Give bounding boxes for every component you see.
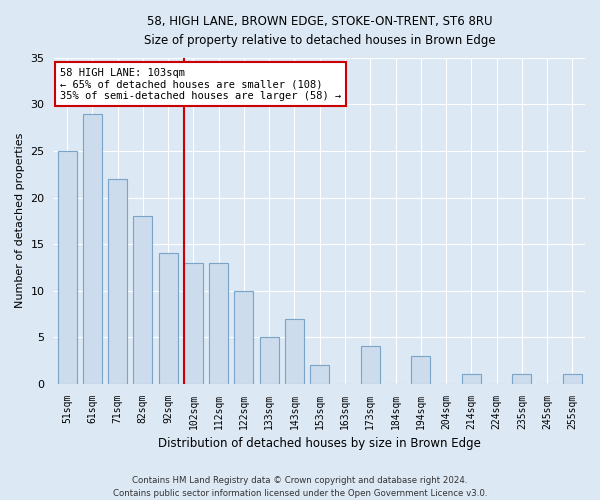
Y-axis label: Number of detached properties: Number of detached properties	[15, 133, 25, 308]
Bar	[512, 374, 532, 384]
Bar	[563, 374, 582, 384]
X-axis label: Distribution of detached houses by size in Brown Edge: Distribution of detached houses by size …	[158, 437, 481, 450]
Bar	[285, 318, 304, 384]
Bar	[462, 374, 481, 384]
Bar	[260, 337, 278, 384]
Bar	[58, 151, 77, 384]
Bar	[83, 114, 102, 384]
Text: 58 HIGH LANE: 103sqm
← 65% of detached houses are smaller (108)
35% of semi-deta: 58 HIGH LANE: 103sqm ← 65% of detached h…	[60, 68, 341, 101]
Bar	[108, 179, 127, 384]
Bar	[235, 290, 253, 384]
Bar	[361, 346, 380, 384]
Title: 58, HIGH LANE, BROWN EDGE, STOKE-ON-TRENT, ST6 8RU
Size of property relative to : 58, HIGH LANE, BROWN EDGE, STOKE-ON-TREN…	[144, 15, 496, 47]
Text: Contains HM Land Registry data © Crown copyright and database right 2024.
Contai: Contains HM Land Registry data © Crown c…	[113, 476, 487, 498]
Bar	[411, 356, 430, 384]
Bar	[310, 365, 329, 384]
Bar	[184, 262, 203, 384]
Bar	[209, 262, 228, 384]
Bar	[133, 216, 152, 384]
Bar	[158, 254, 178, 384]
